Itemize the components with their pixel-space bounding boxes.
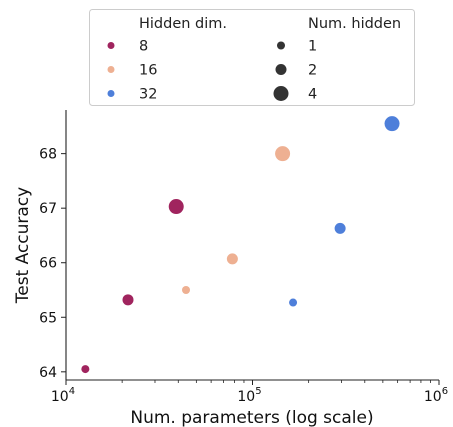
legend-color-items: 8 16 32	[107, 39, 157, 103]
data-point-h8-n1	[81, 365, 90, 374]
data-point-h8-n4	[168, 199, 184, 215]
data-point-h16-n1	[182, 286, 191, 294]
legend-color-label: 8	[139, 39, 148, 55]
data-point-h16-n4	[275, 146, 291, 162]
legend-size-label: 2	[308, 63, 317, 79]
y-tick-label: 65	[39, 310, 57, 326]
x-axis-title: Num. parameters (log scale)	[130, 408, 373, 427]
y-tick-label: 64	[39, 365, 57, 381]
data-point-h32-n1	[289, 298, 298, 307]
data-point-h16-n2	[226, 253, 238, 265]
legend-size-title: Num. hidden	[308, 16, 401, 32]
y-ticks: 64 65 66 67 68	[39, 147, 66, 381]
y-tick-label: 67	[39, 201, 57, 217]
legend-color-marker	[107, 90, 115, 97]
legend-size-items: 1 2 4	[273, 39, 317, 103]
y-axis-title: Test Accuracy	[13, 187, 33, 305]
legend-size-label: 4	[308, 87, 317, 103]
y-tick-label: 68	[39, 147, 57, 163]
x-ticks: 104 105 106	[51, 380, 448, 405]
legend-color-marker	[107, 42, 115, 49]
x-tick-label: 104	[51, 386, 75, 405]
legend-size-label: 1	[308, 39, 317, 55]
data-points	[81, 116, 400, 374]
y-tick-label: 66	[39, 256, 57, 272]
data-point-h32-n4	[384, 116, 400, 132]
x-tick-label: 105	[237, 386, 261, 405]
legend-frame	[89, 9, 415, 106]
legend-color-label: 32	[139, 87, 157, 103]
legend-size-marker	[275, 64, 287, 75]
legend-color-marker	[107, 66, 115, 73]
legend-size-marker	[273, 86, 289, 101]
data-point-h32-n2	[334, 222, 346, 234]
legend-color-label: 16	[139, 63, 157, 79]
data-point-h8-n2	[122, 294, 134, 306]
legend: Hidden dim. Num. hidden 8 16 32 1 2 4	[89, 9, 415, 106]
x-tick-label: 106	[424, 386, 448, 405]
axes: 64 65 66 67 68 104 105 106	[39, 110, 448, 405]
legend-color-title: Hidden dim.	[139, 16, 227, 32]
legend-size-marker	[277, 41, 285, 50]
